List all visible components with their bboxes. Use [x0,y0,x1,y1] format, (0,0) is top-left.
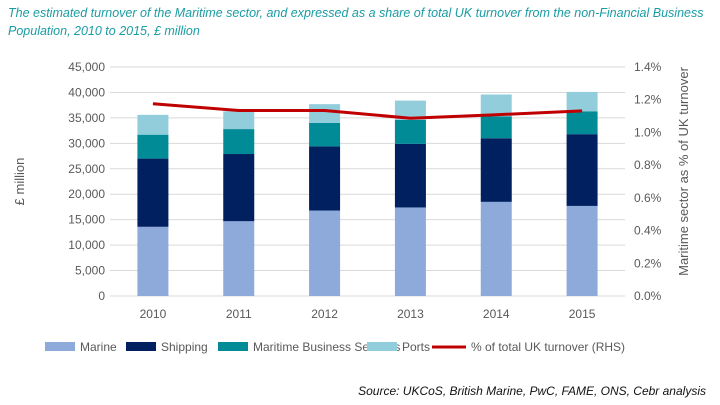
bar-ports [566,91,598,112]
x-tick-label: 2010 [140,307,167,321]
bar-maritime-business-services [223,129,255,155]
legend-label: Shipping [161,340,208,354]
bar-shipping [223,154,255,222]
bar-maritime-business-services [137,134,169,159]
y-tick-label: 5,000 [75,264,105,278]
y-tick-label: 10,000 [68,238,105,252]
y2-tick-label: 1.0% [634,125,662,139]
bar-ports [394,100,426,120]
y2-tick-label: 0.8% [634,158,662,172]
bar-maritime-business-services [309,122,341,147]
legend-label: Marine [80,340,117,354]
y2-axis-label: Maritime sector as % of UK turnover [676,66,691,275]
bar-shipping [394,143,426,208]
y-tick-label: 15,000 [68,213,105,227]
y2-tick-label: 0.6% [634,191,662,205]
y-tick-label: 30,000 [68,136,105,150]
bar-ports [480,94,512,117]
line-series [152,102,583,120]
source-note: Source: UKCoS, British Marine, PwC, FAME… [358,384,706,398]
x-tick-label: 2012 [311,307,338,321]
x-tick-label: 2011 [226,307,252,321]
y-tick-label: 25,000 [68,162,105,176]
bar-shipping [480,138,512,202]
bar-marine [223,221,255,296]
x-tick-label: 2014 [483,307,510,321]
y-tick-label: 40,000 [68,85,105,99]
y-tick-label: 35,000 [68,111,105,125]
bar-maritime-business-services [394,119,426,144]
y-tick-label: 0 [98,289,105,303]
y2-tick-label: 0.0% [634,289,662,303]
legend-swatch [45,342,75,351]
bar-marine [394,207,426,296]
chart-title: The estimated turnover of the Maritime s… [8,6,704,38]
bar-ports [309,104,341,123]
legend-label: % of total UK turnover (RHS) [471,340,625,354]
legend-label: Maritime Business Services [253,340,400,354]
y-tick-label: 20,000 [68,187,105,201]
bar-marine [566,205,598,296]
x-tick-label: 2015 [569,307,596,321]
bar-maritime-business-services [566,111,598,135]
bar-marine [137,226,169,296]
y-axis-label: £ million [12,158,27,206]
legend-swatch [218,342,248,351]
bar-shipping [566,134,598,206]
y2-tick-label: 1.2% [634,93,662,107]
legend-label: Ports [402,340,430,354]
y2-tick-label: 0.2% [634,256,662,270]
bar-marine [480,201,512,296]
y-tick-label: 45,000 [68,60,105,74]
bar-ports [223,111,255,130]
legend-swatch [126,342,156,351]
bar-shipping [137,158,169,227]
y2-tick-label: 0.4% [634,224,662,238]
legend-swatch [367,342,397,351]
bar-ports [137,114,169,135]
bar-shipping [309,146,341,211]
bar-marine [309,210,341,296]
y2-tick-label: 1.4% [634,60,662,74]
bar-maritime-business-services [480,116,512,139]
x-tick-label: 2013 [397,307,424,321]
